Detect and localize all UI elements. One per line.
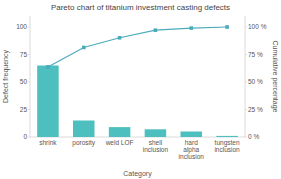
bar [109,127,131,137]
bar [181,132,203,138]
x-tick-label: tungsteninclusion [214,139,240,153]
x-axis-label: Category [123,170,152,178]
x-tick-label: porosity [72,139,96,147]
y2-tick-label: 25 % [248,106,263,113]
chart-container: Pareto chart of titanium investment cast… [0,0,281,179]
line-marker [46,65,50,69]
x-tick-label: shellinclusion [143,139,169,153]
y-tick-label: 75 [20,51,28,58]
x-tick-label: shrink [39,139,57,146]
x-tick-label: weld LOF [105,139,134,146]
plot-area [37,25,238,137]
line-marker [189,26,193,30]
line-marker [82,46,86,50]
y-axis-line [30,16,31,137]
chart: Pareto chart of titanium investment cast… [0,0,281,179]
y2-axis-label: Cumulative percentage [271,41,279,113]
bar [73,121,95,138]
y-tick-label: 100 [16,23,27,30]
x-axis-line [30,137,245,138]
y2-tick-label: 50 % [248,78,263,85]
y2-tick-label: 75 % [248,51,263,58]
x-tick-label: hardalphainclusion [179,139,205,160]
y-tick-label: 50 [20,78,28,85]
y2-tick-label: 0 % [248,133,259,140]
y-tick-label: 25 [20,106,28,113]
line-marker [154,28,158,32]
bar [37,66,59,138]
line [48,27,227,67]
y2-tick-label: 100 % [248,23,267,30]
title: Pareto chart of titanium investment cast… [51,3,230,12]
line-marker [118,36,122,40]
y-tick-label: 0 [23,133,27,140]
y2-axis-line [245,16,246,137]
y-axis-label: Defect frequency [2,50,10,103]
bar [216,136,238,137]
line-marker [225,25,229,29]
bar [145,129,167,137]
